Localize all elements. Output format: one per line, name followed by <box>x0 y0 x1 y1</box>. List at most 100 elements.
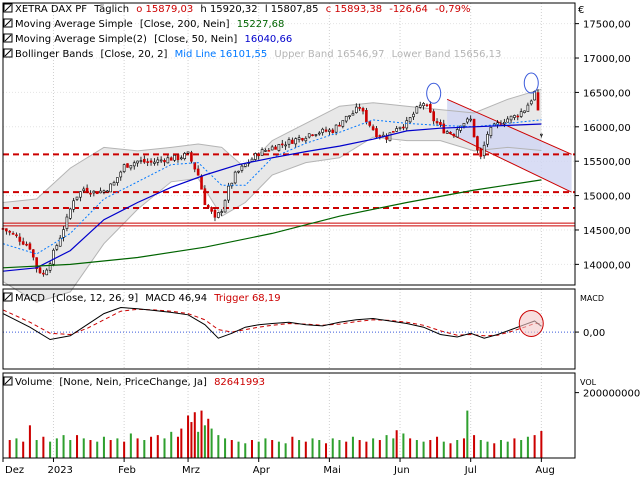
candle-body <box>503 121 506 125</box>
candle-body <box>294 138 298 145</box>
candle-body <box>388 132 392 142</box>
volume-bar <box>325 443 328 458</box>
candle-body <box>89 192 92 195</box>
volume-bar <box>526 436 529 458</box>
volume-bar <box>237 441 240 458</box>
candle-body <box>375 128 378 138</box>
price-tick-label: 14500,00 <box>583 226 631 237</box>
candle-body <box>240 165 244 171</box>
x-tick-label: Mai <box>323 465 341 476</box>
volume-bar <box>318 440 321 458</box>
legend-icon-line <box>4 19 12 27</box>
candle-body <box>203 188 207 206</box>
volume-bar <box>193 412 196 458</box>
sma50-value: 16040,66 <box>244 34 292 45</box>
macd-line <box>2 306 542 341</box>
volume-bar <box>76 435 79 458</box>
candle-body <box>479 148 483 157</box>
high-value: h 15920,32 <box>200 4 257 15</box>
candle-body <box>173 154 176 161</box>
volume-bar <box>449 443 452 458</box>
volume-tick-label: 200000000 <box>583 389 640 400</box>
candle-body <box>311 134 314 137</box>
candle-body <box>220 211 224 213</box>
macd-tick-label: 0,00 <box>583 328 605 339</box>
candle-body <box>8 230 12 233</box>
candle-body <box>233 171 237 184</box>
candle-body <box>378 135 382 137</box>
candle-body <box>314 134 318 136</box>
candle-body <box>85 187 89 193</box>
volume-bar <box>271 440 274 458</box>
volume-bar <box>513 438 516 458</box>
candle-body <box>486 134 489 145</box>
candle-body <box>149 160 153 163</box>
candle-body <box>301 138 304 141</box>
candle-body <box>18 236 22 242</box>
candle-body <box>35 257 38 270</box>
candle-body <box>415 106 419 114</box>
volume-bar <box>264 438 267 458</box>
volume-bar <box>210 428 213 458</box>
candle-body <box>257 153 261 157</box>
volume-bar <box>109 440 112 458</box>
candle-body <box>25 243 28 246</box>
candle-body <box>109 183 112 193</box>
candle-body <box>455 129 459 138</box>
candle-body <box>5 228 8 232</box>
trend-channel-area <box>447 99 572 193</box>
candle-body <box>217 212 220 218</box>
price-panel <box>1 3 575 458</box>
candle-body <box>321 128 324 133</box>
price-tick-label: 15000,00 <box>583 192 631 203</box>
candle-body <box>469 118 473 121</box>
volume-bar <box>203 425 206 458</box>
volume-bar <box>345 441 348 458</box>
volume-bar <box>176 436 179 458</box>
candle-body <box>307 133 311 138</box>
candle-body <box>52 249 55 265</box>
volume-bar <box>257 441 260 458</box>
candle-body <box>55 245 59 250</box>
volume-bar <box>304 441 307 458</box>
sma200-params: [Close, 200, Nein] <box>140 19 230 30</box>
candle-body <box>297 137 301 140</box>
channel-upper-line <box>446 98 572 155</box>
candle-body <box>270 146 274 151</box>
candle-body <box>166 157 170 164</box>
candle-body <box>429 104 432 113</box>
close-value: c 15893,38 <box>326 4 382 15</box>
volume-bar <box>473 435 476 458</box>
legend-box-3 <box>3 33 13 43</box>
macd-trigger: Trigger 68,19 <box>213 293 280 304</box>
volume-bar <box>429 440 432 458</box>
legend-icon-line <box>4 293 12 301</box>
candle-body <box>432 111 435 122</box>
volume-bar <box>415 440 418 458</box>
bb-mid: Mid Line 16101,55 <box>175 49 268 60</box>
volume-bar <box>22 441 25 458</box>
candle-body <box>472 118 476 138</box>
candle-body <box>348 115 351 117</box>
candle-body <box>169 157 173 161</box>
volume-bar <box>533 435 536 458</box>
candle-body <box>267 150 271 152</box>
candle-body <box>482 144 486 157</box>
candle-body <box>243 163 247 167</box>
candle-body <box>213 209 217 218</box>
volume-bar <box>143 440 146 458</box>
candle-body <box>385 136 388 140</box>
candle-body <box>466 118 469 123</box>
panel-frame <box>2 288 576 370</box>
volume-bar <box>520 440 523 458</box>
volume-bar <box>311 438 314 458</box>
candle-body <box>136 160 139 164</box>
volume-bar <box>8 440 11 458</box>
candle-body <box>183 153 187 159</box>
x-tick-label: Dez <box>5 465 24 476</box>
candle-body <box>405 120 409 129</box>
volume-bar <box>436 436 439 458</box>
legend-line-4: Bollinger Bands [Close, 20, 2] Mid Line … <box>15 49 501 60</box>
volume-bar <box>486 441 489 458</box>
candle-body <box>21 241 25 245</box>
